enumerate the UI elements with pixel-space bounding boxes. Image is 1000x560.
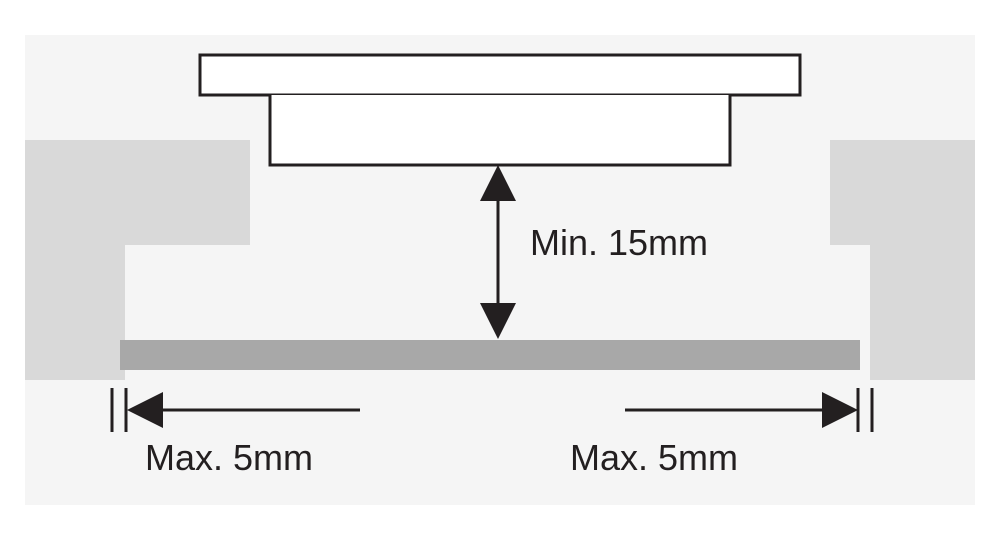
dim-right-label: Max. 5mm — [570, 437, 738, 479]
dim-left-label: Max. 5mm — [145, 437, 313, 479]
top-plate — [200, 55, 800, 95]
gray-bar — [120, 340, 860, 370]
dim-vertical-label: Min. 15mm — [530, 222, 708, 264]
under-plate — [270, 95, 730, 165]
